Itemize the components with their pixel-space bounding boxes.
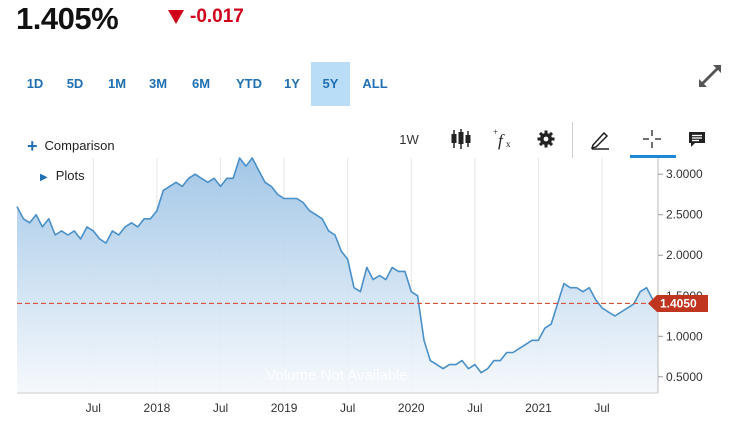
x-tick-label: 2020 (398, 401, 425, 415)
price-change: -0.017 (190, 6, 244, 27)
x-tick-label: Jul (594, 401, 609, 415)
volume-watermark: Volume Not Available (266, 367, 407, 384)
interval-label: 1W (399, 131, 419, 147)
x-tick-label: 2021 (525, 401, 552, 415)
svg-text:+: + (493, 127, 498, 137)
range-5y[interactable]: 5Y (311, 62, 350, 106)
x-tick-label: 2019 (271, 401, 298, 415)
y-tick-label: 2.5000 (666, 208, 703, 222)
chart-toolbar: + Comparison 1W + f x (0, 120, 753, 160)
plots-toggle[interactable]: ▶ Plots (40, 168, 85, 183)
range-all[interactable]: ALL (362, 76, 388, 91)
x-tick-label: Jul (467, 401, 482, 415)
interval-button[interactable]: 1W (392, 124, 426, 154)
x-tick-label: Jul (86, 401, 101, 415)
pencil-icon (590, 131, 609, 150)
plus-icon: + (27, 136, 38, 156)
range-ytd[interactable]: YTD (236, 76, 262, 91)
comparison-label: Comparison (44, 138, 115, 153)
plots-label: Plots (55, 168, 85, 183)
candlestick-button[interactable] (448, 124, 474, 154)
x-tick-label: Jul (340, 401, 355, 415)
y-tick-label: 0.5000 (666, 370, 703, 384)
settings-button[interactable] (533, 124, 559, 154)
y-tick-label: 3.0000 (666, 167, 703, 181)
range-3m[interactable]: 3M (148, 76, 168, 91)
x-tick-label: 2018 (144, 401, 171, 415)
draw-button[interactable] (587, 124, 613, 154)
x-axis: Jul 2018 Jul 2019 Jul 2020 Jul 2021 Jul (17, 392, 658, 415)
toolbar-divider (572, 122, 573, 158)
down-arrow-icon (168, 10, 184, 24)
studies-button[interactable]: + f x (490, 124, 516, 154)
y-tick-label: 1.0000 (666, 329, 703, 343)
price-area (17, 158, 658, 393)
caret-right-icon: ▶ (40, 172, 48, 183)
candlestick-icon (451, 129, 471, 149)
last-value-label: 1.4050 (660, 296, 697, 310)
active-tool-indicator (630, 155, 676, 158)
range-1m[interactable]: 1M (107, 76, 127, 91)
comment-icon (689, 132, 705, 147)
last-value-tag-shape (648, 294, 708, 312)
svg-text:f: f (498, 131, 505, 150)
crosshair-icon (643, 130, 661, 148)
svg-text:x: x (506, 139, 511, 149)
gear-icon (537, 130, 555, 148)
range-1d[interactable]: 1D (26, 76, 44, 91)
price-line (16, 157, 659, 374)
y-tick-label: 2.0000 (666, 248, 703, 262)
range-6m[interactable]: 6M (191, 76, 211, 91)
last-value-tag: 1.4050 (648, 294, 708, 312)
range-1y[interactable]: 1Y (284, 76, 300, 91)
expand-icon[interactable] (696, 62, 726, 90)
x-tick-label: Jul (213, 401, 228, 415)
price-chart[interactable]: Volume Not Available 0.50001.00001.50002… (0, 155, 753, 415)
last-price: 1.405% (16, 1, 119, 36)
crosshair-button[interactable] (638, 124, 666, 154)
annotation-button[interactable] (684, 124, 710, 154)
function-icon: + f x (493, 127, 511, 150)
range-5d[interactable]: 5D (66, 76, 84, 91)
comparison-button[interactable]: + Comparison (27, 134, 115, 156)
